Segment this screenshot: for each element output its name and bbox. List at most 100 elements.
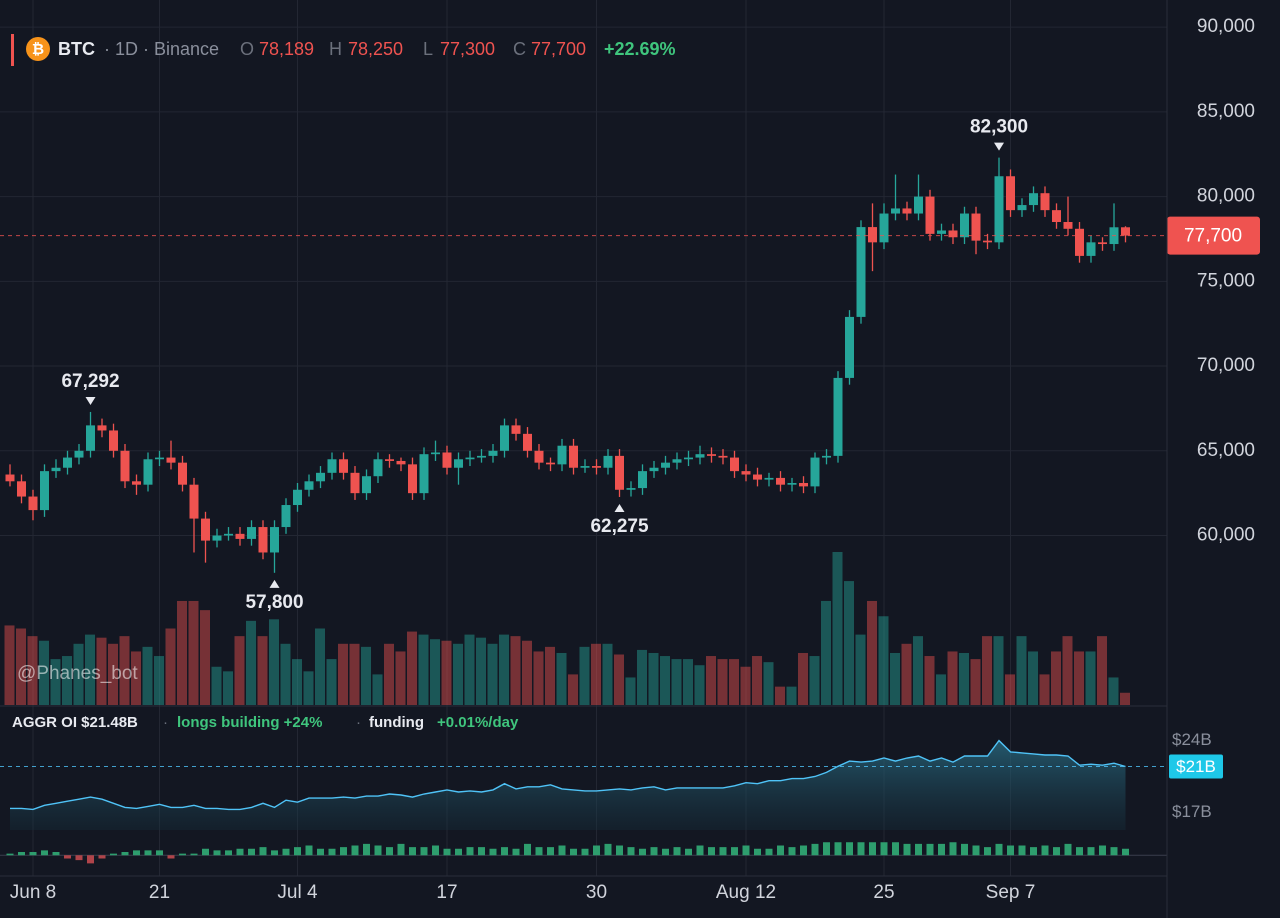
h-key: H (329, 39, 342, 59)
candle-body (994, 176, 1004, 243)
candle-body (63, 457, 72, 468)
candle-body (753, 474, 762, 480)
candle-body (17, 481, 26, 497)
x-tick-label: 30 (586, 882, 607, 903)
funding-bar (64, 855, 71, 859)
oi-title: AGGR OI $21.48B (12, 714, 138, 731)
candle-body (948, 230, 958, 238)
candle-body (212, 535, 222, 541)
oi-tick-label: $17B (1172, 802, 1212, 821)
o-value: 78,189 (259, 39, 314, 59)
volume-bar (338, 643, 348, 705)
candle-body (442, 452, 452, 468)
funding-bar (1053, 847, 1060, 856)
candle-body (1006, 176, 1015, 211)
candle-body (799, 482, 808, 487)
candle-body (557, 445, 567, 465)
candle-body (856, 227, 866, 317)
candle-body (960, 213, 969, 238)
candle-body (914, 196, 923, 214)
funding-bar (87, 855, 94, 864)
funding-bar (133, 850, 140, 856)
funding-bar (535, 847, 543, 856)
candle-body (1052, 210, 1061, 223)
volume-bar (119, 636, 130, 705)
volume-bar (947, 651, 958, 705)
funding-bar (501, 847, 508, 856)
volume-bar (510, 636, 521, 705)
candle-body (1017, 205, 1027, 211)
x-tick-label: Sep 7 (986, 882, 1036, 903)
volume-bar (372, 674, 383, 705)
oi-current-tag (1169, 754, 1223, 779)
volume-bar (982, 636, 992, 705)
volume-bar (798, 652, 808, 705)
volume-bar (729, 659, 739, 705)
volume-bar (717, 659, 728, 705)
last-price-tag (1167, 216, 1260, 255)
x-tick-label: Jun 8 (10, 882, 56, 903)
funding-bar (248, 848, 255, 856)
volume-bar (73, 643, 84, 705)
volume-bar (545, 646, 555, 705)
annotation-marker (85, 396, 96, 405)
volume-bar (844, 581, 854, 705)
volume-bar (1005, 674, 1015, 705)
candle-body (488, 450, 498, 456)
candle-body (1040, 193, 1050, 211)
y-tick-label: 75,000 (1197, 270, 1255, 291)
candle-body (408, 464, 417, 494)
funding-bar (673, 847, 681, 856)
funding-bar (6, 853, 14, 856)
funding-key: funding (369, 714, 424, 731)
volume-bar (821, 600, 831, 705)
funding-bar (547, 847, 554, 856)
candle-body (983, 240, 992, 243)
funding-bar (271, 850, 278, 856)
candle-body (339, 459, 348, 473)
volume-bar (591, 643, 601, 705)
candle-body (580, 466, 590, 468)
candle-body (97, 425, 107, 431)
volume-bar (430, 639, 440, 705)
volume-bar (832, 552, 843, 705)
funding-bar (719, 847, 727, 856)
funding-bar (696, 845, 704, 856)
volume-bar (39, 640, 49, 705)
volume-bar (211, 666, 222, 705)
volume-bar (280, 643, 291, 705)
funding-bar (328, 848, 336, 856)
volume-bar (913, 636, 923, 705)
funding-bar (1110, 847, 1118, 856)
volume-bar (384, 643, 394, 705)
candle-body (74, 450, 84, 458)
candle-body (810, 457, 820, 487)
candle-body (454, 459, 463, 468)
y-tick-label: 60,000 (1197, 525, 1255, 546)
candle-body (477, 455, 486, 458)
candle-body (109, 430, 118, 451)
funding-value: +0.01%/day (437, 714, 519, 731)
funding-bar (800, 845, 807, 856)
funding-bar (1030, 847, 1037, 856)
volume-bar (763, 662, 774, 705)
funding-bar (443, 848, 451, 856)
funding-bar (98, 855, 106, 859)
annotation-label: 62,275 (590, 516, 649, 537)
funding-bar (512, 848, 520, 856)
h-value: 78,250 (348, 39, 403, 59)
volume-bar (1016, 636, 1027, 705)
annotation-label: 82,300 (970, 117, 1028, 138)
meta: · 1D · Binance (104, 39, 219, 59)
candle-body (718, 455, 728, 458)
volume-bar (108, 643, 118, 705)
volume-bar (556, 652, 567, 705)
funding-bar (857, 842, 865, 856)
funding-bar (777, 845, 784, 856)
funding-bar (179, 853, 186, 856)
l-value: 77,300 (440, 39, 495, 59)
volume-bar (683, 659, 693, 705)
candle-body (247, 527, 256, 539)
funding-bar (340, 847, 347, 856)
candle-body (132, 481, 141, 485)
